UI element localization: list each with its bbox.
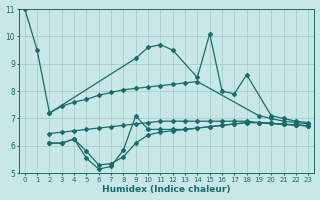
X-axis label: Humidex (Indice chaleur): Humidex (Indice chaleur) bbox=[102, 185, 231, 194]
